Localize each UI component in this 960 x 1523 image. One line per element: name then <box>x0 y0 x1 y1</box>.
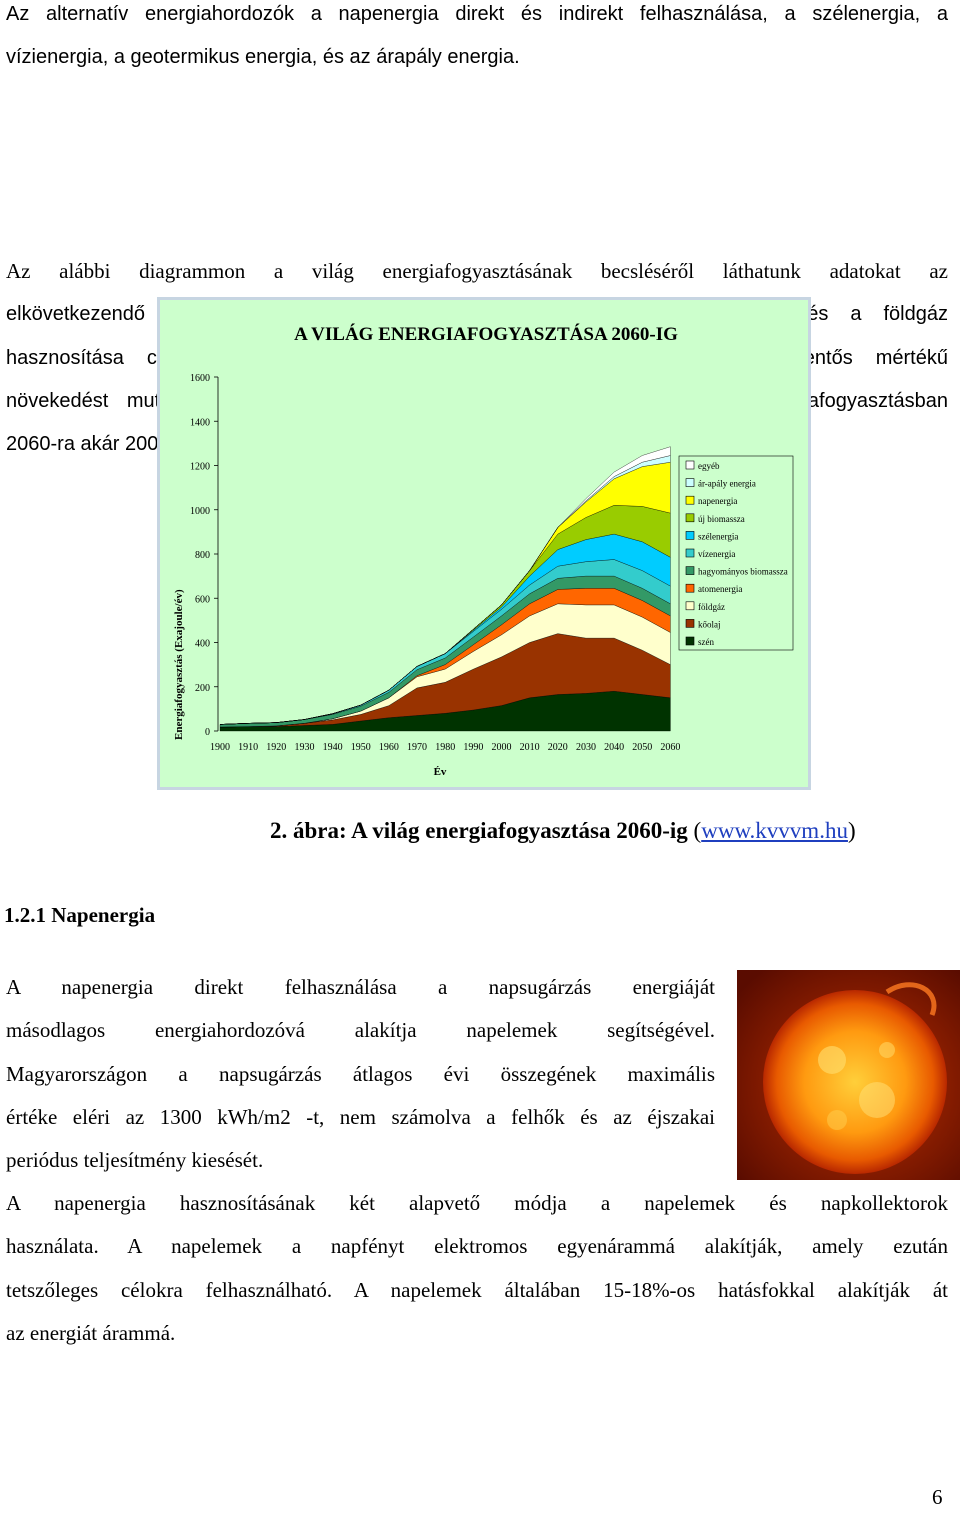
legend-label: földgáz <box>698 602 725 612</box>
x-tick-label: 1920 <box>266 742 286 753</box>
text-line: vízienergia, a geotermikus energia, és a… <box>6 46 520 69</box>
caption-paren-close: ) <box>847 818 856 843</box>
area-egyéb <box>219 446 671 725</box>
y-tick-label: 600 <box>195 594 210 605</box>
sun-photo <box>737 970 960 1180</box>
x-tick-label: 1960 <box>379 742 399 753</box>
y-tick-label: 1400 <box>190 417 210 428</box>
text-line: másodlagos energiahordozóvá alakítja nap… <box>6 1018 715 1043</box>
stacked-areas <box>219 446 671 732</box>
x-tick-label: 2010 <box>520 742 540 753</box>
legend-label: szén <box>698 637 714 647</box>
y-tick-label: 200 <box>195 683 210 694</box>
legend-label: vízenergia <box>698 549 735 559</box>
text-line: A napenergia hasznosításának két alapvet… <box>6 1191 948 1215</box>
legend-swatch <box>685 513 695 523</box>
x-tick-label: 1940 <box>323 742 343 753</box>
page-number: 6 <box>932 1485 943 1509</box>
legend-swatch <box>685 636 695 646</box>
x-tick-label: 1950 <box>351 742 371 753</box>
caption-text: 2. ábra: A világ energiafogyasztása 2060… <box>270 818 688 843</box>
x-tick-label: 1970 <box>407 742 427 753</box>
text-line: tetszőleges célokra felhasználható. A na… <box>6 1277 948 1302</box>
y-tick-label: 1000 <box>190 506 210 517</box>
solar-paragraph: A napenergia direkt felhasználása a naps… <box>6 966 715 1182</box>
legend-swatch <box>685 478 695 487</box>
chart-title: A VILÁG ENERGIAFOGYASZTÁSA 2060-IG <box>294 323 678 345</box>
text-line: Az alábbi diagrammon a világ energiafogy… <box>6 259 948 283</box>
y-tick-label: 0 <box>205 727 210 738</box>
x-tick-label: 2030 <box>576 742 596 753</box>
legend-label: egyéb <box>698 461 720 471</box>
sun-image <box>737 970 960 1180</box>
chart-canvas: A VILÁG ENERGIAFOGYASZTÁSA 2060-IG 0 200 4… <box>160 300 808 787</box>
x-tick-label: 2050 <box>632 742 652 753</box>
legend-swatch <box>685 495 695 505</box>
text-line: Az alternatív energiahordozók a napenerg… <box>6 3 948 25</box>
legend-label: kőolaj <box>698 619 721 629</box>
text-line: Magyarországon a napsugárzás átlagos évi… <box>6 1061 715 1086</box>
text-line: használata. A napelemek a napfényt elekt… <box>6 1234 948 1259</box>
x-tick-label: 1910 <box>238 742 258 753</box>
y-axis: 0 200 400 600 800 1000 1200 1400 1600 <box>190 373 219 738</box>
legend-swatch <box>685 601 695 611</box>
legend-swatch <box>685 460 695 470</box>
y-tick-label: 800 <box>195 550 210 561</box>
text-line: periódus teljesítmény kiesését. <box>6 1148 264 1173</box>
text-line: értéke eléri az 1300 kWh/m2 -t, nem szám… <box>6 1104 715 1129</box>
legend-label: napenergia <box>698 496 737 506</box>
y-tick-label: 400 <box>195 639 210 650</box>
legend-label: szélenergia <box>698 531 738 541</box>
x-tick-label: 1990 <box>463 742 483 753</box>
y-tick-label: 1600 <box>190 373 210 384</box>
x-tick-label: 2020 <box>548 742 568 753</box>
legend-label: atomenergia <box>698 584 742 594</box>
y-tick-label: 1200 <box>190 462 210 473</box>
source-link[interactable]: www.kvvvm.hu <box>701 818 848 843</box>
intro-paragraph: Az alternatív energiahordozók a napenerg… <box>6 0 948 80</box>
photovoltaic-paragraph: A napenergia hasznosításának két alapvet… <box>6 1182 948 1355</box>
section-heading: 1.2.1 Napenergia <box>4 903 156 927</box>
x-tick-label: 2040 <box>604 742 624 753</box>
legend-box <box>678 455 794 651</box>
x-tick-label: 1900 <box>210 742 230 753</box>
legend-swatch <box>685 583 695 593</box>
energy-chart: A VILÁG ENERGIAFOGYASZTÁSA 2060-IG 0 200 4… <box>157 297 811 790</box>
text-line: az energiát árammá. <box>6 1320 176 1345</box>
x-tick-label: 1980 <box>435 742 455 753</box>
x-tick-label: 2000 <box>492 742 512 753</box>
x-tick-label: 2060 <box>660 742 680 753</box>
legend-swatch <box>685 619 695 628</box>
legend-swatch <box>685 548 695 558</box>
legend-label: hagyományos biomassza <box>698 567 788 577</box>
chart-legend: egyéb ár-apály energia napenergia új biomas… <box>678 455 794 651</box>
x-tick-label: 1930 <box>294 742 314 753</box>
legend-swatch <box>685 531 695 540</box>
legend-label: ár-apály energia <box>698 479 756 489</box>
legend-swatch <box>685 566 695 575</box>
y-axis-label: Energiafogyasztás (Exajoule/év) <box>173 589 185 740</box>
x-axis: 1900 1910 1920 1930 1940 1950 1960 1970 1980 1990… <box>210 742 680 753</box>
x-axis-label: Év <box>434 766 447 778</box>
legend-label: új biomassza <box>698 514 745 524</box>
text-line: A napenergia direkt felhasználása a naps… <box>6 975 715 999</box>
caption-paren-open: ( <box>687 818 702 843</box>
figure-caption: 2. ábra: A világ energiafogyasztása 2060… <box>270 818 856 844</box>
